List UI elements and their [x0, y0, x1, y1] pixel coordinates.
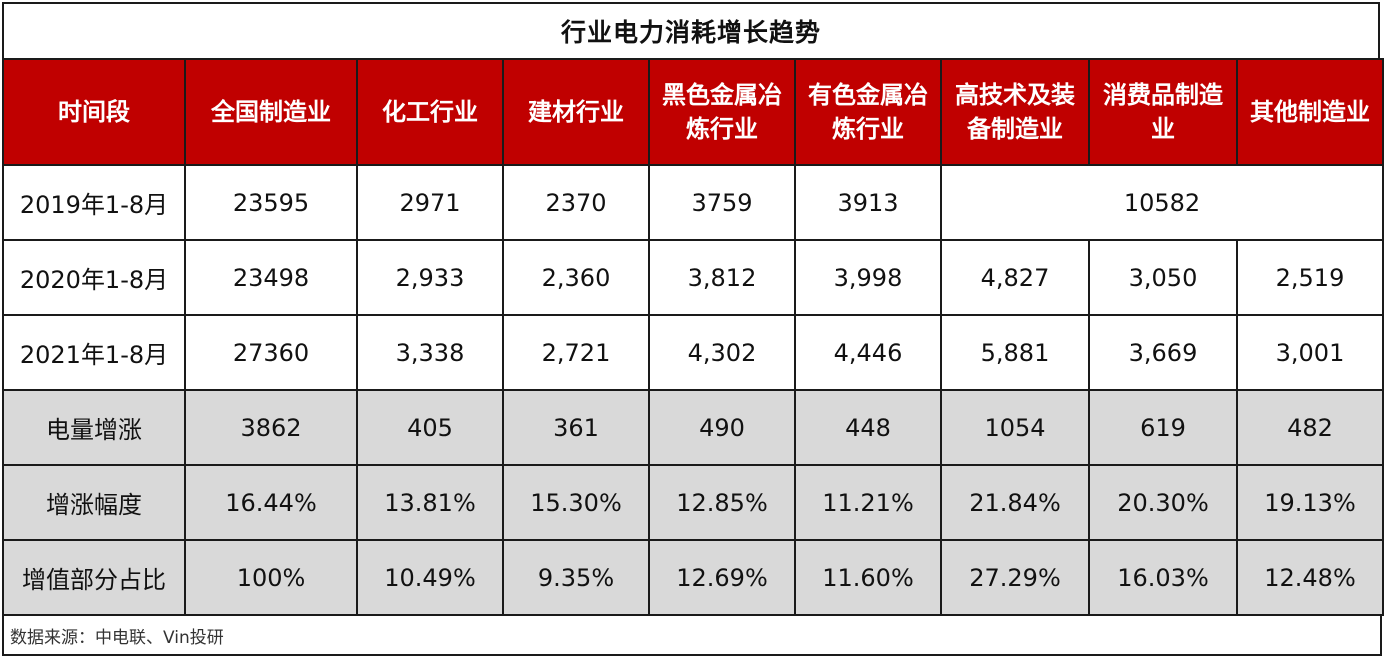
- table-cell: 2,360: [502, 239, 650, 316]
- row-label: 增涨幅度: [2, 464, 186, 541]
- table-cell: 3759: [648, 164, 796, 241]
- table-cell: 3,998: [794, 239, 942, 316]
- row-label: 2021年1-8月: [2, 314, 186, 391]
- table-cell: 3,812: [648, 239, 796, 316]
- table-title: 行业电力消耗增长趋势: [2, 2, 1380, 58]
- table-cell: 3,338: [356, 314, 504, 391]
- table-cell: 9.35%: [502, 539, 650, 616]
- table-cell: 100%: [184, 539, 358, 616]
- table-cell: 2,721: [502, 314, 650, 391]
- merged-table-cell: 10582: [940, 164, 1384, 241]
- table-cell: 405: [356, 389, 504, 466]
- table-cell: 3913: [794, 164, 942, 241]
- table-cell: 3862: [184, 389, 358, 466]
- table-row-2019: 2019年1-8月 23595 2971 2370 3759 3913 1058…: [2, 164, 1384, 241]
- table-cell: 21.84%: [940, 464, 1090, 541]
- header-cell-chemical: 化工行业: [356, 58, 504, 166]
- table-cell: 482: [1236, 389, 1384, 466]
- row-label: 增值部分占比: [2, 539, 186, 616]
- table-cell: 27360: [184, 314, 358, 391]
- table-cell: 3,050: [1088, 239, 1238, 316]
- table-cell: 4,446: [794, 314, 942, 391]
- source-note: 数据来源：中电联、Vin投研: [2, 616, 1382, 656]
- table-cell: 5,881: [940, 314, 1090, 391]
- table-cell: 619: [1088, 389, 1238, 466]
- table-row-2021: 2021年1-8月 27360 3,338 2,721 4,302 4,446 …: [2, 314, 1384, 391]
- table-cell: 13.81%: [356, 464, 504, 541]
- row-label: 2020年1-8月: [2, 239, 186, 316]
- header-cell-consumer-goods: 消费品制造业: [1088, 58, 1238, 166]
- header-cell-other-manufacturing: 其他制造业: [1236, 58, 1384, 166]
- table-cell: 448: [794, 389, 942, 466]
- row-label: 2019年1-8月: [2, 164, 186, 241]
- table-cell: 16.03%: [1088, 539, 1238, 616]
- table-cell: 1054: [940, 389, 1090, 466]
- header-cell-ferrous-smelting: 黑色金属冶炼行业: [648, 58, 796, 166]
- table-cell: 16.44%: [184, 464, 358, 541]
- table-cell: 15.30%: [502, 464, 650, 541]
- table-row-share: 增值部分占比 100% 10.49% 9.35% 12.69% 11.60% 2…: [2, 539, 1384, 616]
- header-cell-period: 时间段: [2, 58, 186, 166]
- table-cell: 27.29%: [940, 539, 1090, 616]
- table-cell: 12.69%: [648, 539, 796, 616]
- table-row-growth-rate: 增涨幅度 16.44% 13.81% 15.30% 12.85% 11.21% …: [2, 464, 1384, 541]
- header-cell-building-materials: 建材行业: [502, 58, 650, 166]
- header-cell-national-manufacturing: 全国制造业: [184, 58, 358, 166]
- table-cell: 12.48%: [1236, 539, 1384, 616]
- table-cell: 10.49%: [356, 539, 504, 616]
- table-cell: 2370: [502, 164, 650, 241]
- row-label: 电量增涨: [2, 389, 186, 466]
- table-cell: 4,827: [940, 239, 1090, 316]
- table-cell: 4,302: [648, 314, 796, 391]
- table-cell: 3,669: [1088, 314, 1238, 391]
- table-cell: 23595: [184, 164, 358, 241]
- header-cell-nonferrous-smelting: 有色金属冶炼行业: [794, 58, 942, 166]
- table-cell: 12.85%: [648, 464, 796, 541]
- table-cell: 11.21%: [794, 464, 942, 541]
- table-row-increase: 电量增涨 3862 405 361 490 448 1054 619 482: [2, 389, 1384, 466]
- table-cell: 19.13%: [1236, 464, 1384, 541]
- header-row: 时间段 全国制造业 化工行业 建材行业 黑色金属冶炼行业 有色金属冶炼行业 高技…: [2, 58, 1384, 166]
- table-cell: 23498: [184, 239, 358, 316]
- power-consumption-table: 时间段 全国制造业 化工行业 建材行业 黑色金属冶炼行业 有色金属冶炼行业 高技…: [2, 58, 1384, 616]
- table-cell: 490: [648, 389, 796, 466]
- header-cell-hightech-equipment: 高技术及装备制造业: [940, 58, 1090, 166]
- table-cell: 2,933: [356, 239, 504, 316]
- table-cell: 2971: [356, 164, 504, 241]
- table-cell: 2,519: [1236, 239, 1384, 316]
- table-cell: 3,001: [1236, 314, 1384, 391]
- table-row-2020: 2020年1-8月 23498 2,933 2,360 3,812 3,998 …: [2, 239, 1384, 316]
- table-cell: 20.30%: [1088, 464, 1238, 541]
- table-cell: 11.60%: [794, 539, 942, 616]
- table-cell: 361: [502, 389, 650, 466]
